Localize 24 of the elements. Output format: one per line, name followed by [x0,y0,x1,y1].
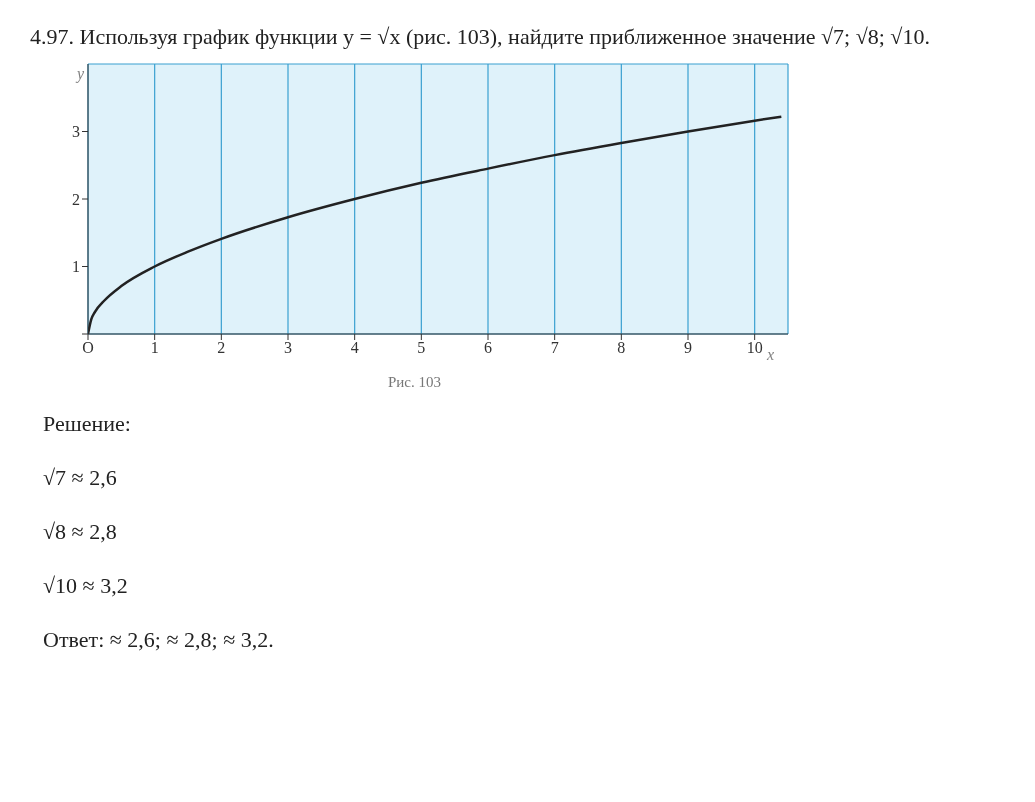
y-tick-label: 1 [72,258,80,276]
text: √10 ≈ 3,2 [43,573,129,599]
text: √8 ≈ 2,8 [43,519,118,545]
x-tick-label: 6 [484,339,492,357]
y-tick-label: 3 [72,123,80,141]
x-tick-label: 10 [746,339,763,357]
x-tick-label: 3 [284,339,292,357]
text: Решение: [43,411,132,437]
line-series [88,115,783,334]
x-tick-label: 7 [550,339,559,357]
y-axis-title: y [74,65,85,84]
x-axis-title: x [765,346,774,363]
y-tick-label: 2 [72,190,80,208]
x-tick-label: O [82,339,94,357]
chart-title: 4.97. Используя график функции y = √x (рис. 103), найдите приближенное значение √7; √8; √10. [30,23,931,51]
x-tick-label: 4 [350,339,359,357]
text: Ответ: ≈ 2,6; ≈ 2,8; ≈ 3,2. [43,627,275,653]
x-tick-label: 8 [617,339,626,357]
x-tick-label: 1 [150,339,159,357]
x-tick-label: 9 [684,339,692,357]
text: Рис. 103 [388,374,443,391]
x-tick-label: 2 [217,339,226,357]
text: √7 ≈ 2,6 [43,465,118,491]
x-tick-label: 5 [417,339,426,357]
